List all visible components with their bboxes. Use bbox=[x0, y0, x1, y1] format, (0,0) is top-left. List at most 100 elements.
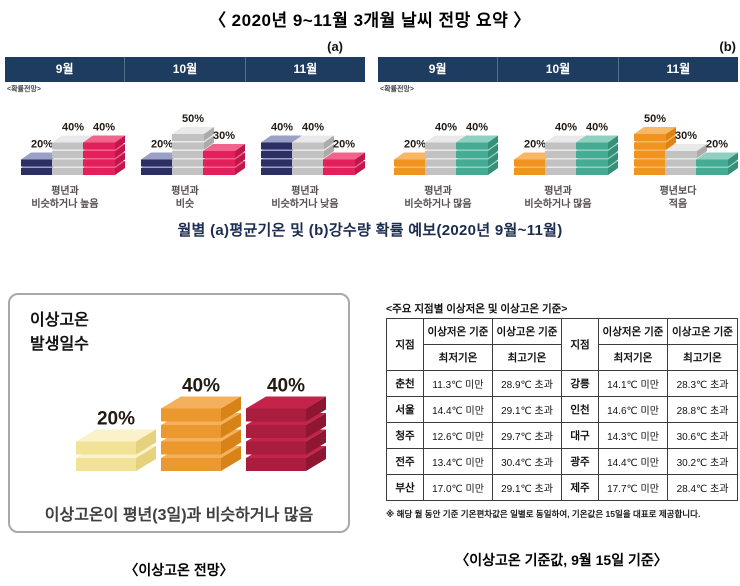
panel-a-bars: 20% 40% 40% 평년과 비슷하거나 높음 20% 50% 30% 평년과 비슷 40% 40%… bbox=[5, 93, 365, 211]
bar-percent-label: 20% bbox=[97, 409, 135, 430]
panel-b-note: <확률전망> bbox=[380, 86, 414, 93]
station-name: 제주 bbox=[561, 474, 599, 501]
bar-percent-label: 40% bbox=[586, 122, 608, 134]
panel-a-label: (a) bbox=[327, 39, 343, 54]
station-name: 강릉 bbox=[561, 370, 599, 397]
criteria-table-title: <주요 지점별 이상저온 및 이상고온 기준> bbox=[386, 303, 568, 315]
month-header-cell: 10월 bbox=[498, 57, 619, 82]
col-header-high-sub: 최고기온 bbox=[667, 344, 738, 371]
criteria-value: 11.3℃ 미만 bbox=[423, 370, 493, 397]
outlook-label: 평년과 비슷하거나 많음 bbox=[404, 186, 472, 210]
bar-percent-label: 50% bbox=[644, 113, 666, 125]
probability-bars-chart: 20% 40% 40% bbox=[394, 122, 498, 175]
month-header-cell: 10월 bbox=[125, 57, 246, 82]
criteria-table-footnote: ※ 해당 월 동안 기준 기온편차값은 일별로 동일하여, 기온값은 15일을 … bbox=[386, 509, 701, 519]
bar-percent-label: 50% bbox=[182, 113, 204, 125]
col-header-low: 이상저온 기준 bbox=[423, 318, 493, 345]
panel-b-bars: 20% 40% 40% 평년과 비슷하거나 많음 20% 40% 40% 평년과 비슷하거나 많음… bbox=[378, 93, 738, 211]
bar-percent-label: 40% bbox=[182, 376, 220, 397]
bar-percent-label: 40% bbox=[271, 122, 293, 134]
criteria-value: 14.1℃ 미만 bbox=[598, 370, 668, 397]
caption-criteria-values: 〈이상고온 기준값, 9월 15일 기준〉 bbox=[455, 552, 668, 568]
col-header-high-sub: 최고기온 bbox=[492, 344, 562, 371]
criteria-value: 17.0℃ 미만 bbox=[423, 474, 493, 501]
bar-percent-label: 30% bbox=[675, 130, 697, 142]
bar-percent-label: 20% bbox=[706, 139, 728, 151]
outlook-label: 평년과 비슷하거나 많음 bbox=[524, 186, 592, 210]
station-name: 전주 bbox=[386, 448, 424, 475]
panel-a-note: <확률전망> bbox=[7, 86, 41, 93]
col-header-low-sub: 최저기온 bbox=[423, 344, 493, 371]
criteria-value: 29.1℃ 초과 bbox=[492, 396, 562, 423]
station-name: 광주 bbox=[561, 448, 599, 475]
criteria-value: 28.9℃ 초과 bbox=[492, 370, 562, 397]
bar-percent-label: 40% bbox=[62, 122, 84, 134]
criteria-value: 17.7℃ 미만 bbox=[598, 474, 668, 501]
panel-b-month-header: 9월 10월 11월 bbox=[378, 57, 738, 82]
probability-bar-group: 40% 40% 20% 평년과 비슷하거나 낮음 bbox=[245, 93, 365, 211]
criteria-value: 30.4℃ 초과 bbox=[492, 448, 562, 475]
criteria-value: 14.3℃ 미만 bbox=[598, 422, 668, 449]
criteria-value: 30.6℃ 초과 bbox=[667, 422, 738, 449]
month-header-cell: 11월 bbox=[293, 62, 318, 76]
station-name: 인천 bbox=[561, 396, 599, 423]
abnormal-temp-criteria-table: 지점 이상저온 기준 이상고온 기준 지점 이상저온 기준 이상고온 기준 최저기온 최고기온… bbox=[386, 318, 738, 501]
outlook-label: 평년과 비슷하거나 낮음 bbox=[271, 186, 339, 210]
probability-bars-chart: 50% 30% 20% bbox=[634, 113, 738, 175]
col-header-high: 이상고온 기준 bbox=[667, 318, 738, 345]
station-name: 대구 bbox=[561, 422, 599, 449]
criteria-value: 29.7℃ 초과 bbox=[492, 422, 562, 449]
table-row: 전주 13.4℃ 미만 30.4℃ 초과 광주 14.4℃ 미만 30.2℃ 초과 bbox=[386, 448, 738, 475]
criteria-value: 29.1℃ 초과 bbox=[492, 474, 562, 501]
criteria-value: 14.4℃ 미만 bbox=[598, 448, 668, 475]
outlook-label: 평년보다 적음 bbox=[659, 186, 697, 210]
col-header-station: 지점 bbox=[386, 318, 424, 371]
col-header-low-sub: 최저기온 bbox=[598, 344, 668, 371]
bar-percent-label: 40% bbox=[555, 122, 577, 134]
table-row: 춘천 11.3℃ 미만 28.9℃ 초과 강릉 14.1℃ 미만 28.3℃ 초과 bbox=[386, 370, 738, 397]
bar-percent-label: 30% bbox=[213, 130, 235, 142]
probability-bars-chart: 20% 40% 40% bbox=[21, 122, 125, 175]
probability-bar-group: 20% 40% 40% 평년과 비슷하거나 많음 bbox=[378, 93, 498, 211]
month-header-cell: 9월 bbox=[5, 57, 126, 82]
probability-bar-group: 50% 30% 20% 평년보다 적음 bbox=[618, 93, 738, 211]
probability-bars-chart: 20% 40% 40% bbox=[514, 122, 618, 175]
criteria-value: 12.6℃ 미만 bbox=[423, 422, 493, 449]
outlook-label: 평년과 비슷 bbox=[171, 186, 199, 210]
criteria-value: 28.3℃ 초과 bbox=[667, 370, 738, 397]
table-row: 서울 14.4℃ 미만 29.1℃ 초과 인천 14.6℃ 미만 28.8℃ 초과 bbox=[386, 396, 738, 423]
table-row: 청주 12.6℃ 미만 29.7℃ 초과 대구 14.3℃ 미만 30.6℃ 초과 bbox=[386, 422, 738, 449]
criteria-value: 14.4℃ 미만 bbox=[423, 396, 493, 423]
bar-percent-label: 40% bbox=[93, 122, 115, 134]
station-name: 춘천 bbox=[386, 370, 424, 397]
table-row: 부산 17.0℃ 미만 29.1℃ 초과 제주 17.7℃ 미만 28.4℃ 초과 bbox=[386, 474, 738, 501]
probability-bars-chart: 40% 40% 20% bbox=[261, 122, 365, 175]
criteria-value: 14.6℃ 미만 bbox=[598, 396, 668, 423]
probability-bar-group: 20% 40% 40% 평년과 비슷하거나 많음 bbox=[498, 93, 618, 211]
panel-a-month-header: 9월 10월 11월 bbox=[5, 57, 365, 82]
page-title: 〈 2020년 9~11월 3개월 날씨 전망 요약 〉 bbox=[208, 11, 532, 30]
station-name: 부산 bbox=[386, 474, 424, 501]
criteria-value: 28.4℃ 초과 bbox=[667, 474, 738, 501]
col-header-high: 이상고온 기준 bbox=[492, 318, 562, 345]
col-header-station: 지점 bbox=[561, 318, 599, 371]
abnormal-high-temp-title: 이상고온 발생일수 bbox=[30, 312, 89, 353]
probability-bars-chart: 20% 50% 30% bbox=[141, 113, 245, 175]
month-header-cell: 11월 bbox=[666, 62, 691, 76]
abnormal-high-temp-summary: 이상고온이 평년(3일)과 비슷하거나 많음 bbox=[44, 507, 314, 524]
bar-percent-label: 40% bbox=[302, 122, 324, 134]
outlook-label: 평년과 비슷하거나 높음 bbox=[31, 186, 99, 210]
col-header-low: 이상저온 기준 bbox=[598, 318, 668, 345]
panel-b-label: (b) bbox=[719, 39, 736, 54]
bar-percent-label: 20% bbox=[31, 139, 53, 151]
abnormal-high-temp-panel: 이상고온 발생일수 20% 40% 40% 이상고온이 평년(3일)과 비슷하거나 … bbox=[8, 293, 350, 533]
criteria-value: 13.4℃ 미만 bbox=[423, 448, 493, 475]
caption-abnormal-high-temp-outlook: 〈이상고온 전망〉 bbox=[124, 562, 234, 578]
probability-bar-group: 20% 50% 30% 평년과 비슷 bbox=[125, 93, 245, 211]
figure-caption: 월별 (a)평균기온 및 (b)강수량 확률 예보(2020년 9월~11월) bbox=[177, 222, 563, 239]
criteria-value: 30.2℃ 초과 bbox=[667, 448, 738, 475]
month-header-cell: 9월 bbox=[378, 57, 499, 82]
bar-percent-label: 20% bbox=[333, 139, 355, 151]
probability-bar-group: 20% 40% 40% 평년과 비슷하거나 높음 bbox=[5, 93, 125, 211]
station-name: 서울 bbox=[386, 396, 424, 423]
